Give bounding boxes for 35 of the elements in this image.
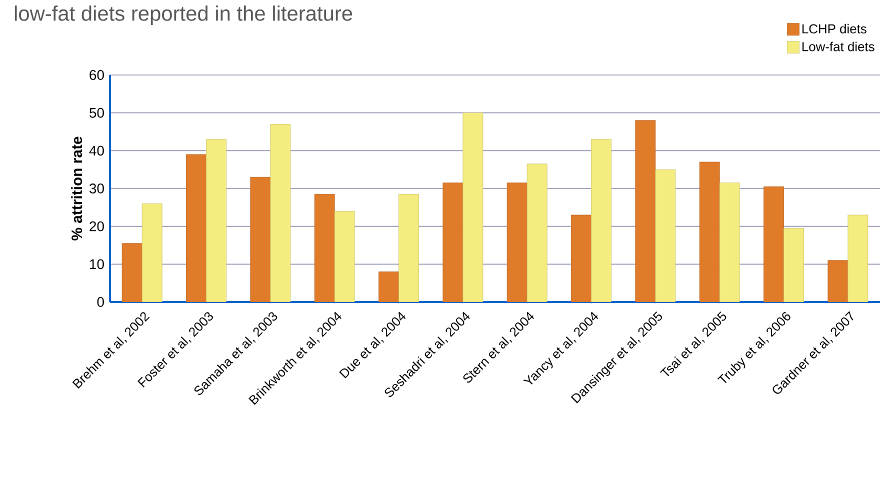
bar [250, 176, 271, 302]
bar [591, 139, 612, 302]
bar [398, 194, 419, 302]
bar [635, 120, 656, 302]
bar [655, 169, 676, 302]
bar [828, 260, 848, 302]
bar [699, 162, 720, 302]
y-tick-label: 60 [90, 70, 104, 80]
legend-label: Low-fat diets [802, 42, 874, 52]
bar [462, 112, 484, 302]
bar [506, 182, 528, 302]
bar [314, 194, 335, 302]
y-tick-label: 30 [90, 184, 104, 194]
y-tick-label: 10 [90, 259, 104, 270]
bar [206, 139, 226, 302]
bar [334, 211, 355, 302]
bar [764, 186, 784, 302]
bar [571, 214, 592, 302]
bar [526, 164, 548, 302]
y-tick-label: 50 [90, 108, 104, 118]
bar [186, 154, 206, 302]
bar [784, 228, 804, 302]
bar [142, 203, 162, 302]
bar [122, 243, 142, 302]
y-tick-label: 0 [97, 297, 104, 307]
bar [378, 272, 399, 302]
bar [442, 182, 464, 302]
y-tick-label: 40 [89, 146, 104, 156]
y-tick-label: 20 [90, 221, 104, 232]
y-axis-title: % attrition rate [71, 136, 82, 240]
bar [270, 124, 291, 302]
bar [719, 182, 740, 302]
legend-label: LCHP diets [802, 24, 866, 34]
bar [848, 214, 868, 302]
chart-title: low-fat diets reported in the literature [14, 6, 352, 26]
